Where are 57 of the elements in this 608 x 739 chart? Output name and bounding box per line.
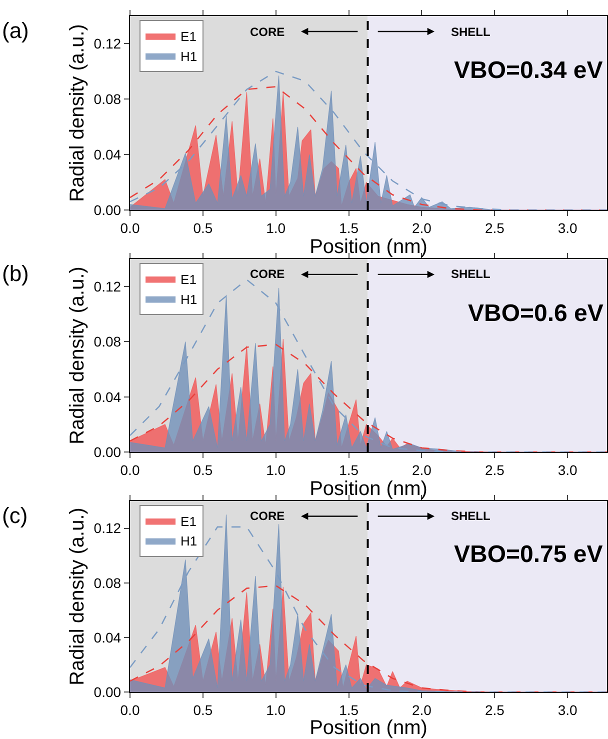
x-tick-label: 1.5 (339, 462, 359, 478)
y-axis-title: Radial density (a.u.) (66, 508, 88, 686)
x-tick-label: 0.5 (193, 462, 213, 478)
x-tick-label: 3.0 (558, 462, 578, 478)
band-label: SHELL (451, 267, 490, 281)
band-label: CORE (250, 25, 285, 39)
legend-label: H1 (180, 292, 198, 307)
band-label: CORE (250, 509, 285, 523)
annotation: VBO=0.6 eV (468, 300, 604, 327)
chart-title: (b) (2, 261, 29, 286)
x-tick-label: 0.5 (193, 220, 213, 236)
y-tick-label: 0.08 (94, 91, 122, 108)
y-axis-title: Radial density (a.u.) (66, 266, 88, 444)
annotation: VBO=0.34 eV (454, 57, 603, 84)
x-axis-title: Position (nm) (310, 717, 428, 739)
y-axis-title: Radial density (a.u.) (66, 24, 88, 202)
y-tick-label: 0.08 (94, 334, 122, 350)
annotation: VBO=0.75 eV (454, 541, 603, 568)
x-tick-label: 2.5 (484, 462, 505, 478)
y-tick-label: 0.04 (94, 629, 122, 646)
x-tick-label: 2.0 (412, 462, 432, 478)
y-tick-label: 0.12 (94, 36, 122, 52)
band-label: CORE (250, 267, 285, 281)
legend-label: H1 (180, 48, 198, 64)
x-tick-label: 2.0 (412, 702, 432, 718)
x-tick-label: 0.0 (120, 462, 140, 478)
x-tick-label: 1.0 (266, 220, 286, 236)
x-tick-label: 3.0 (558, 220, 578, 236)
y-tick-label: 0.04 (94, 388, 122, 405)
legend-label: E1 (180, 28, 196, 44)
x-tick-label: 1.5 (339, 702, 359, 718)
legend-label: E1 (180, 514, 196, 529)
x-tick-label: 0.0 (120, 702, 140, 718)
y-tick-label: 0.12 (94, 520, 122, 536)
y-tick-label: 0.12 (94, 278, 122, 294)
y-tick-label: 0.04 (94, 146, 122, 162)
x-axis-title: Position (nm) (310, 236, 428, 258)
y-tick-label: 0.00 (94, 202, 122, 218)
x-tick-label: 1.0 (266, 702, 286, 718)
chart-title: (a) (2, 18, 29, 43)
band-label: SHELL (451, 25, 490, 39)
y-tick-label: 0.08 (94, 574, 122, 591)
legend-label: H1 (180, 534, 198, 549)
y-tick-label: 0.00 (94, 444, 122, 460)
legend-label: E1 (180, 272, 196, 287)
x-tick-label: 2.5 (484, 220, 505, 236)
band-label: SHELL (451, 509, 490, 523)
x-tick-label: 1.5 (339, 220, 359, 236)
x-axis-title: Position (nm) (310, 478, 428, 500)
x-tick-label: 3.0 (558, 702, 578, 718)
x-tick-label: 0.0 (120, 220, 140, 236)
x-tick-label: 2.5 (484, 702, 505, 718)
chart-title: (c) (2, 503, 28, 528)
x-tick-label: 0.5 (193, 702, 213, 718)
x-tick-label: 1.0 (266, 462, 286, 478)
x-tick-label: 2.0 (412, 220, 432, 236)
y-tick-label: 0.00 (94, 684, 122, 700)
